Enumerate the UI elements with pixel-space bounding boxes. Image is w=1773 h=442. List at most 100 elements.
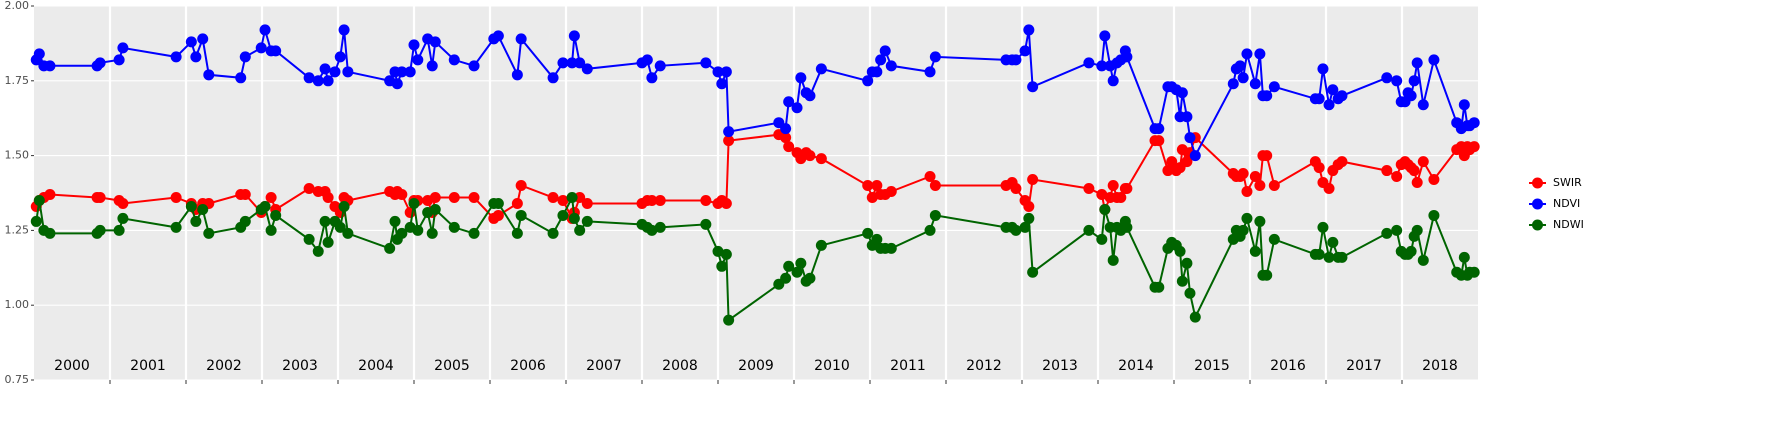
point xyxy=(338,200,350,212)
point xyxy=(511,227,523,239)
point xyxy=(429,36,441,48)
point xyxy=(1234,60,1246,72)
point xyxy=(815,153,827,165)
point xyxy=(265,224,277,236)
point xyxy=(170,191,182,203)
point xyxy=(924,66,936,78)
point xyxy=(197,33,209,45)
point xyxy=(574,224,586,236)
y-tick-label: 1.00 xyxy=(5,298,30,311)
point xyxy=(1115,191,1127,203)
x-tick-label: 2010 xyxy=(814,358,850,374)
point xyxy=(791,266,803,278)
point xyxy=(1381,165,1393,177)
point xyxy=(389,215,401,227)
point xyxy=(329,66,341,78)
point xyxy=(1176,87,1188,99)
x-tick-label: 2004 xyxy=(358,358,394,374)
point xyxy=(303,183,315,195)
x-tick-label: 2017 xyxy=(1346,358,1382,374)
point xyxy=(1099,30,1111,42)
point xyxy=(408,39,420,51)
point xyxy=(1241,212,1253,224)
legend-key xyxy=(1532,177,1543,189)
point xyxy=(319,63,331,75)
point xyxy=(468,60,480,72)
legend-label: SWIR xyxy=(1553,176,1582,189)
point xyxy=(804,150,816,162)
point xyxy=(1327,84,1339,96)
point xyxy=(566,57,578,69)
point xyxy=(783,141,795,153)
point xyxy=(1121,183,1133,195)
point xyxy=(723,314,735,326)
point xyxy=(815,63,827,75)
point xyxy=(720,248,732,260)
point xyxy=(33,48,45,60)
point xyxy=(1458,251,1470,263)
point xyxy=(929,180,941,192)
point xyxy=(1174,245,1186,257)
point xyxy=(862,227,874,239)
point xyxy=(1107,180,1119,192)
point xyxy=(574,57,586,69)
point xyxy=(515,33,527,45)
point xyxy=(239,51,251,63)
point xyxy=(1237,224,1249,236)
point xyxy=(1254,215,1266,227)
point xyxy=(391,78,403,90)
point xyxy=(1458,99,1470,111)
point xyxy=(581,197,593,209)
point xyxy=(190,51,202,63)
point xyxy=(1176,275,1188,287)
point xyxy=(1268,180,1280,192)
point xyxy=(492,209,504,221)
point xyxy=(1417,156,1429,168)
point xyxy=(557,194,569,206)
point xyxy=(117,212,129,224)
point xyxy=(1327,236,1339,248)
x-tick-label: 2013 xyxy=(1042,358,1078,374)
point xyxy=(1381,72,1393,84)
point xyxy=(117,42,129,54)
point xyxy=(804,90,816,102)
point xyxy=(94,191,106,203)
point xyxy=(319,215,331,227)
point xyxy=(862,180,874,192)
point xyxy=(1083,57,1095,69)
point xyxy=(322,191,334,203)
point xyxy=(1083,224,1095,236)
point xyxy=(259,200,271,212)
point xyxy=(723,126,735,138)
point xyxy=(1023,212,1035,224)
point xyxy=(547,227,559,239)
point xyxy=(396,227,408,239)
point xyxy=(1027,174,1039,186)
point xyxy=(408,197,420,209)
point xyxy=(1336,156,1348,168)
point xyxy=(170,221,182,233)
point xyxy=(646,194,658,206)
point xyxy=(429,191,441,203)
point xyxy=(1381,227,1393,239)
point xyxy=(1181,111,1193,123)
point xyxy=(1261,269,1273,281)
point xyxy=(1107,254,1119,266)
point xyxy=(929,51,941,63)
point xyxy=(1313,93,1325,105)
legend-key xyxy=(1532,198,1543,210)
point xyxy=(1313,248,1325,260)
point xyxy=(515,209,527,221)
point xyxy=(871,180,883,192)
y-tick-label: 1.25 xyxy=(5,223,30,236)
point xyxy=(1468,141,1480,153)
point xyxy=(646,72,658,84)
point xyxy=(795,72,807,84)
x-tick-label: 2008 xyxy=(662,358,698,374)
point xyxy=(871,233,883,245)
point xyxy=(1405,245,1417,257)
point xyxy=(429,203,441,215)
point xyxy=(815,239,827,251)
point xyxy=(239,188,251,200)
point xyxy=(94,57,106,69)
